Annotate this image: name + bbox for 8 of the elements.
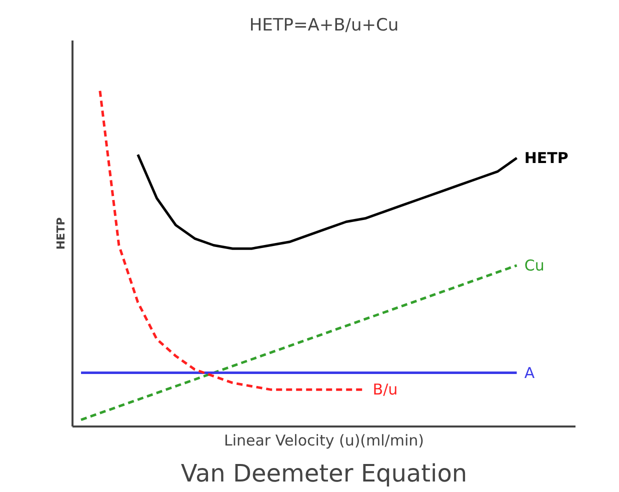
- series-label: HETP: [524, 148, 568, 167]
- y-axis-title: HETP: [54, 217, 68, 250]
- series-label: B/u: [372, 380, 398, 399]
- series-label: A: [524, 364, 536, 382]
- chart-title: HETP=A+B/u+Cu: [249, 16, 399, 36]
- series-label: Cu: [524, 256, 544, 274]
- text: Van Deemeter Equation: [180, 460, 468, 488]
- x-axis-title: Linear Velocity (u)(ml/min): [224, 432, 424, 450]
